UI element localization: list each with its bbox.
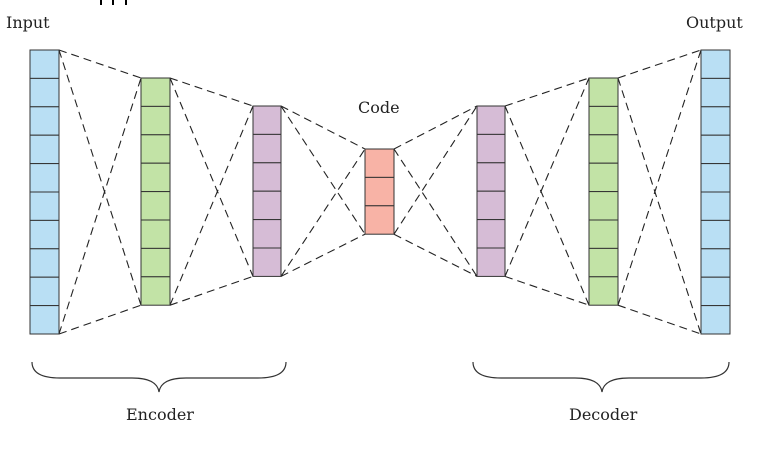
- unit-cell: [29, 276, 60, 307]
- connection-line: [393, 148, 478, 277]
- encoder-label: Encoder: [126, 405, 194, 424]
- unit-cell: [700, 77, 731, 108]
- unit-cell: [140, 219, 171, 249]
- unit-cell: [140, 162, 171, 193]
- input-layer: [29, 49, 60, 335]
- connection-line: [280, 233, 366, 277]
- connection-line: [169, 105, 254, 306]
- connection-line: [617, 49, 702, 306]
- connection-line: [58, 49, 142, 79]
- connection-line: [504, 105, 590, 306]
- unit-cell: [364, 205, 395, 235]
- unit-cell: [140, 191, 171, 221]
- unit-cell: [364, 176, 395, 207]
- unit-cell: [364, 148, 395, 178]
- encoder-hidden-1: [140, 77, 171, 306]
- unit-cell: [700, 219, 731, 250]
- unit-cell: [140, 105, 171, 136]
- unit-cell: [700, 305, 731, 335]
- unit-cell: [252, 133, 282, 164]
- connection-line: [169, 275, 254, 306]
- unit-cell: [29, 49, 60, 79]
- connection-line: [280, 105, 366, 150]
- connection-line: [393, 105, 478, 235]
- unit-cell: [476, 247, 506, 277]
- output-layer: [700, 49, 731, 335]
- unit-cell: [29, 248, 60, 278]
- unit-cell: [252, 247, 282, 277]
- unit-cell: [588, 219, 619, 249]
- unit-cell: [700, 191, 731, 221]
- unit-cell: [140, 276, 171, 306]
- unit-cell: [252, 105, 282, 135]
- unit-cell: [700, 134, 731, 165]
- encoder-hidden-2: [252, 105, 282, 277]
- output-label: Output: [686, 13, 743, 32]
- connection-line: [617, 304, 702, 335]
- unit-cell: [700, 276, 731, 307]
- unit-cell: [476, 133, 506, 164]
- unit-cell: [588, 134, 619, 164]
- connection-line: [280, 105, 366, 235]
- input-label: Input: [6, 13, 50, 32]
- connection-line: [58, 49, 142, 306]
- encoder-brace: [31, 361, 287, 393]
- unit-cell: [700, 49, 731, 79]
- connection-line: [280, 148, 366, 277]
- braces: [31, 361, 730, 393]
- connections: [58, 49, 702, 335]
- decoder-hidden-1: [476, 105, 506, 277]
- unit-cell: [252, 219, 282, 249]
- unit-cell: [29, 163, 60, 193]
- unit-cell: [252, 162, 282, 192]
- unit-cell: [588, 247, 619, 278]
- unit-cell: [700, 163, 731, 193]
- unit-cell: [700, 106, 731, 136]
- unit-cell: [29, 77, 60, 108]
- connection-line: [169, 77, 254, 277]
- unit-cell: [700, 248, 731, 278]
- decoder-label: Decoder: [569, 405, 638, 424]
- unit-cell: [476, 190, 506, 221]
- unit-cell: [588, 77, 619, 107]
- connection-line: [169, 77, 254, 107]
- unit-cell: [588, 162, 619, 193]
- unit-cell: [476, 162, 506, 192]
- unit-cell: [252, 190, 282, 221]
- unit-cell: [588, 191, 619, 221]
- connection-line: [393, 233, 478, 277]
- unit-cell: [29, 219, 60, 250]
- connection-line: [617, 77, 702, 335]
- unit-cell: [588, 105, 619, 136]
- decoder-brace: [472, 361, 730, 393]
- unit-cell: [29, 191, 60, 221]
- unit-cell: [29, 106, 60, 136]
- connection-line: [504, 275, 590, 306]
- code-label: Code: [358, 98, 400, 117]
- connection-line: [504, 77, 590, 107]
- unit-cell: [588, 276, 619, 306]
- top-edge-fragment: [100, 0, 128, 5]
- connection-line: [58, 304, 142, 335]
- unit-cell: [29, 134, 60, 165]
- decoder-hidden-2: [588, 77, 619, 306]
- code-layer: [364, 148, 395, 235]
- unit-cell: [140, 247, 171, 278]
- unit-cell: [476, 105, 506, 135]
- connection-line: [504, 77, 590, 277]
- unit-cell: [140, 77, 171, 107]
- unit-cell: [29, 305, 60, 335]
- layers: [29, 49, 731, 335]
- unit-cell: [476, 219, 506, 249]
- connection-line: [617, 49, 702, 79]
- unit-cell: [140, 134, 171, 164]
- connection-line: [393, 105, 478, 150]
- connection-line: [58, 77, 142, 335]
